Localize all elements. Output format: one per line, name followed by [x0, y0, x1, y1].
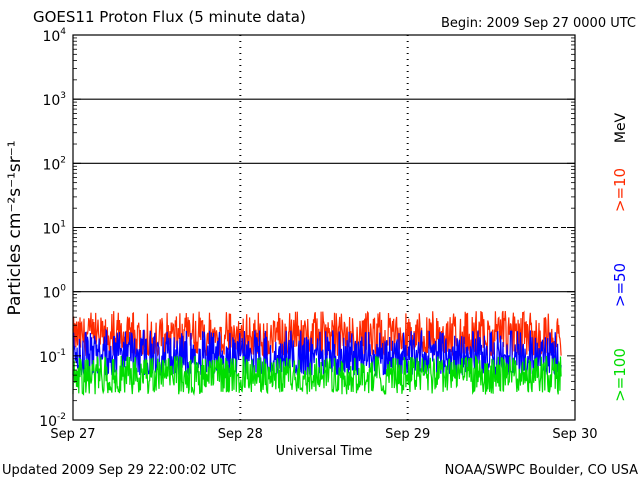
- data-series: [72, 310, 562, 397]
- x-axis-label: Universal Time: [276, 444, 373, 459]
- grid: [73, 35, 575, 420]
- x-tick-label: Sep 29: [385, 427, 430, 442]
- updated-time: Updated 2009 Sep 29 22:00:02 UTC: [2, 463, 236, 478]
- y-tick-label: 104: [42, 27, 66, 45]
- y-axis-label: Particles cm⁻²s⁻¹sr⁻¹: [5, 140, 25, 315]
- x-tick-label: Sep 28: [218, 427, 263, 442]
- y-tick-label: 101: [42, 220, 66, 238]
- y-tick-label: 103: [42, 91, 66, 109]
- x-tick-label: Sep 27: [50, 427, 95, 442]
- begin-time: Begin: 2009 Sep 27 0000 UTC: [441, 16, 636, 31]
- legend-unit: MeV: [613, 112, 629, 143]
- credit: NOAA/SWPC Boulder, CO USA: [445, 463, 638, 478]
- y-tick-label: 10-1: [39, 348, 66, 366]
- flux-series-line: [72, 354, 562, 397]
- legend-entry: >=100: [611, 348, 629, 402]
- x-tick-label: Sep 30: [552, 427, 597, 442]
- legend-entry: >=50: [611, 263, 629, 307]
- legend: MeV >=10 >=50 >=100: [611, 112, 629, 401]
- x-axis: Sep 27 Sep 28 Sep 29 Sep 30: [50, 427, 597, 442]
- y-tick-label: 100: [42, 284, 66, 302]
- flux-series-line: [72, 310, 562, 358]
- y-tick-label: 102: [42, 155, 66, 173]
- legend-entry: >=10: [611, 168, 629, 212]
- flux-series-line: [72, 328, 562, 378]
- chart-title: GOES11 Proton Flux (5 minute data): [33, 8, 306, 26]
